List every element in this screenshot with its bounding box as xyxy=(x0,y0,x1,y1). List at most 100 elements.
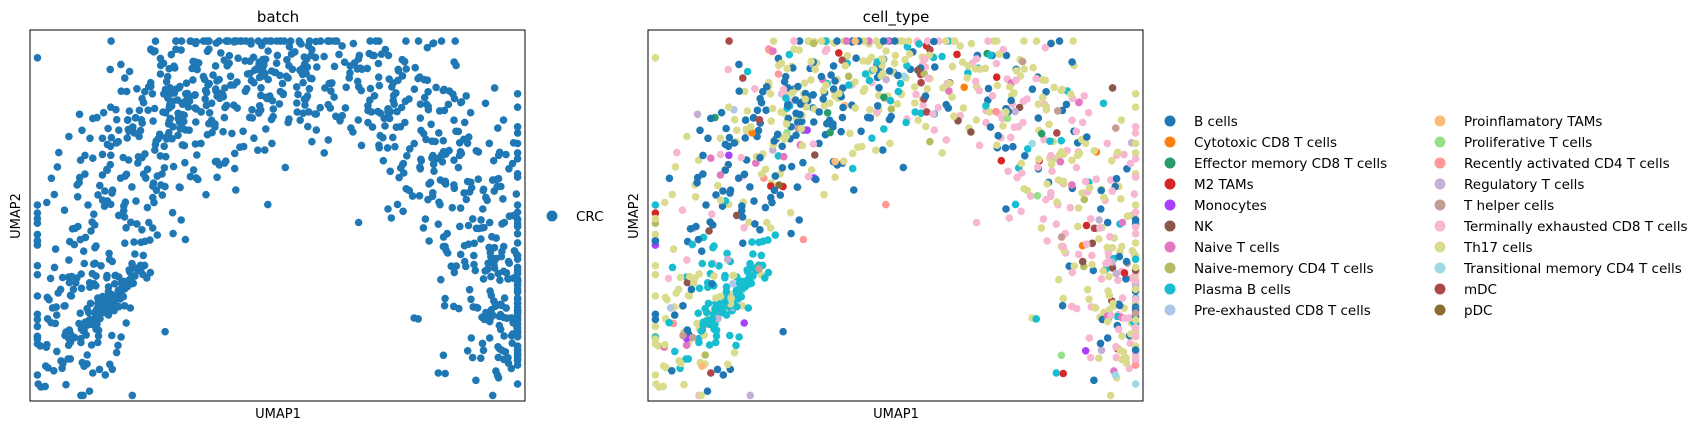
scatter-point xyxy=(1034,114,1043,122)
scatter-point xyxy=(490,84,499,92)
scatter-point xyxy=(429,160,438,169)
scatter-point xyxy=(721,271,729,280)
scatter-point xyxy=(723,255,732,264)
scatter-point xyxy=(672,289,680,297)
scatter-point xyxy=(861,84,869,93)
legend: B cells Cytotoxic CD8 T cells Effector mem… xyxy=(1164,114,1688,319)
scatter-point xyxy=(738,202,746,210)
scatter-point xyxy=(389,133,397,142)
scatter-point xyxy=(1042,102,1050,111)
scatter-point xyxy=(101,187,109,195)
scatter-point xyxy=(158,191,167,199)
scatter-point xyxy=(222,157,230,165)
scatter-point xyxy=(308,137,316,146)
legend-marker xyxy=(1164,262,1176,274)
scatter-point xyxy=(1118,332,1126,340)
scatter-point xyxy=(230,164,239,173)
scatter-point xyxy=(790,45,798,54)
scatter-point xyxy=(710,325,718,334)
scatter-point xyxy=(227,81,235,89)
scatter-point xyxy=(786,208,795,217)
plot-frame xyxy=(647,29,1144,402)
scatter-point xyxy=(799,235,808,244)
scatter-point xyxy=(376,131,385,140)
scatter-point xyxy=(1085,183,1094,192)
scatter-point xyxy=(1105,272,1113,281)
scatter-point xyxy=(98,196,107,204)
scatter-point xyxy=(1081,347,1090,355)
scatter-point xyxy=(353,77,362,86)
scatter-point xyxy=(1131,316,1140,324)
scatter-point xyxy=(1131,323,1140,332)
scatter-point xyxy=(213,173,221,182)
scatter-point xyxy=(354,218,363,227)
scatter-point xyxy=(761,203,770,212)
scatter-point xyxy=(1033,192,1042,200)
scatter-point xyxy=(335,50,343,59)
scatter-point xyxy=(770,137,778,145)
scatter-point xyxy=(146,268,155,277)
scatter-point xyxy=(283,56,291,64)
scatter-point xyxy=(880,93,888,102)
scatter-point xyxy=(191,91,199,99)
scatter-point xyxy=(698,362,706,371)
scatter-point xyxy=(108,189,116,197)
scatter-point xyxy=(807,57,815,66)
scatter-point xyxy=(94,338,102,347)
scatter-point xyxy=(111,271,120,280)
scatter-point xyxy=(408,192,417,200)
scatter-point xyxy=(125,107,134,115)
scatter-point xyxy=(513,355,522,363)
scatter-point xyxy=(837,127,845,136)
scatter-point xyxy=(841,62,849,70)
scatter-point xyxy=(513,216,522,224)
scatter-point xyxy=(467,295,475,304)
scatter-point xyxy=(886,139,894,148)
scatter-point xyxy=(1009,142,1017,151)
scatter-point xyxy=(81,318,90,327)
scatter-point xyxy=(755,116,764,124)
scatter-point xyxy=(732,341,740,350)
scatter-point xyxy=(755,265,763,273)
scatter-point xyxy=(1103,243,1111,252)
scatter-point xyxy=(866,106,874,114)
scatter-point xyxy=(912,90,920,99)
scatter-point xyxy=(157,181,165,189)
scatter-point xyxy=(375,141,383,149)
scatter-point xyxy=(145,218,153,227)
scatter-point xyxy=(688,240,697,249)
scatter-point xyxy=(441,369,450,378)
scatter-point xyxy=(651,322,660,331)
scatter-point xyxy=(402,37,410,45)
scatter-point xyxy=(1122,275,1130,283)
scatter-point xyxy=(739,74,747,82)
scatter-point xyxy=(303,92,312,100)
scatter-point xyxy=(429,39,437,48)
scatter-point xyxy=(416,100,425,108)
legend-label: NK xyxy=(1194,219,1214,235)
scatter-point xyxy=(1052,220,1061,228)
legend-marker xyxy=(1434,136,1446,148)
scatter-point xyxy=(659,382,667,391)
scatter-point xyxy=(485,317,494,326)
legend-marker xyxy=(1164,283,1176,295)
scatter-point xyxy=(1068,268,1077,277)
scatter-point xyxy=(428,137,436,145)
scatter-point xyxy=(372,37,380,45)
scatter-point xyxy=(740,170,749,179)
scatter-point xyxy=(697,247,706,255)
scatter-point xyxy=(192,118,200,126)
scatter-point xyxy=(472,376,480,385)
scatter-point xyxy=(763,218,771,227)
scatter-point xyxy=(1003,114,1012,123)
scatter-point xyxy=(1052,369,1061,377)
scatter-point xyxy=(661,340,669,349)
scatter-point xyxy=(51,245,60,253)
scatter-point xyxy=(410,85,419,93)
scatter-point xyxy=(682,341,691,350)
scatter-point xyxy=(1002,205,1010,213)
scatter-point xyxy=(677,359,685,368)
scatter-point xyxy=(166,101,174,110)
scatter-point xyxy=(304,108,313,116)
scatter-point xyxy=(699,318,708,327)
